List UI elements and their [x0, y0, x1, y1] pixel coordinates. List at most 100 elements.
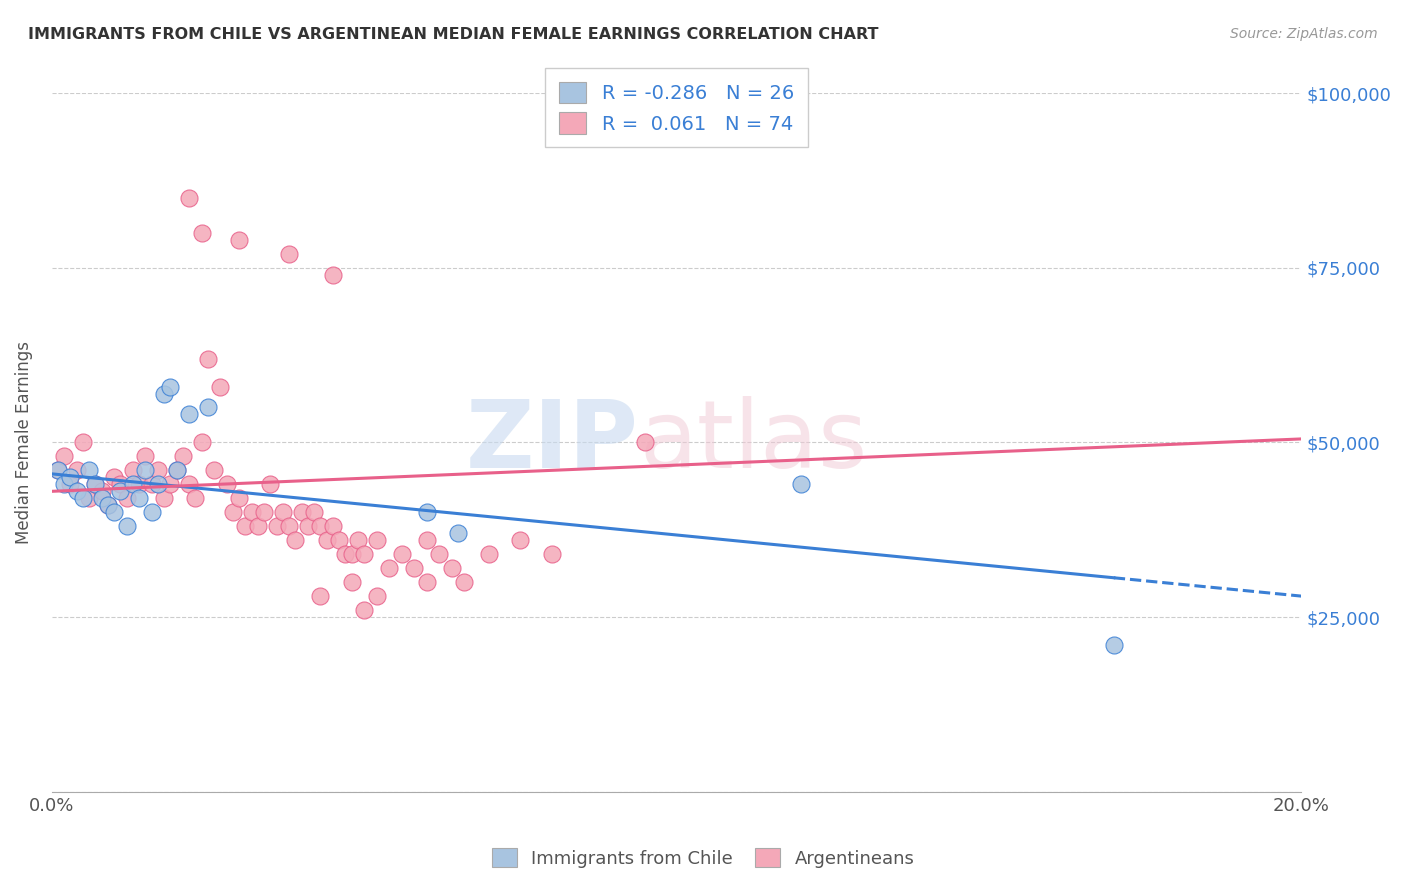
Text: atlas: atlas [638, 396, 868, 489]
Point [509, 533, 531, 548]
Point [53, 450, 76, 464]
Point [146, 477, 169, 491]
Point [197, 351, 219, 366]
Text: ZIP: ZIP [467, 396, 638, 489]
Point [134, 463, 156, 477]
Point [59, 477, 82, 491]
Point [66, 484, 89, 499]
Point [184, 491, 207, 506]
Point [440, 561, 463, 575]
Point [271, 505, 294, 519]
Point [179, 191, 201, 205]
Point [347, 533, 370, 548]
Point [159, 379, 181, 393]
Point [353, 603, 375, 617]
Point [259, 477, 281, 491]
Point [215, 477, 238, 491]
Point [103, 470, 125, 484]
Point [115, 519, 138, 533]
Point [146, 463, 169, 477]
Point [159, 477, 181, 491]
Point [453, 575, 475, 590]
Point [335, 547, 357, 561]
Point [228, 233, 250, 247]
Point [1102, 638, 1125, 652]
Point [122, 477, 145, 491]
Point [190, 226, 212, 240]
Text: Source: ZipAtlas.com: Source: ZipAtlas.com [1230, 27, 1378, 41]
Point [297, 519, 319, 533]
Point [302, 505, 325, 519]
Point [77, 463, 100, 477]
Point [77, 491, 100, 506]
Point [278, 247, 301, 261]
Point [427, 547, 450, 561]
Point [266, 519, 288, 533]
Point [478, 547, 501, 561]
Point [172, 450, 194, 464]
Point [122, 463, 145, 477]
Point [366, 533, 388, 548]
Point [240, 505, 263, 519]
Point [128, 477, 150, 491]
Point [97, 498, 120, 512]
Point [66, 463, 89, 477]
Point [366, 589, 388, 603]
Text: IMMIGRANTS FROM CHILE VS ARGENTINEAN MEDIAN FEMALE EARNINGS CORRELATION CHART: IMMIGRANTS FROM CHILE VS ARGENTINEAN MED… [28, 27, 879, 42]
Point [190, 435, 212, 450]
Point [72, 491, 94, 506]
Point [322, 519, 344, 533]
Point [46, 463, 69, 477]
Point [197, 401, 219, 415]
Point [59, 470, 82, 484]
Point [790, 477, 813, 491]
Point [153, 386, 176, 401]
Point [209, 379, 232, 393]
Point [53, 477, 76, 491]
Point [179, 408, 201, 422]
Point [46, 463, 69, 477]
Point [353, 547, 375, 561]
Point [415, 575, 437, 590]
Point [166, 463, 188, 477]
Point [103, 505, 125, 519]
Point [309, 589, 332, 603]
Point [291, 505, 314, 519]
Point [328, 533, 350, 548]
Legend: Immigrants from Chile, Argentineans: Immigrants from Chile, Argentineans [481, 837, 925, 879]
Point [141, 505, 163, 519]
Point [322, 268, 344, 282]
Point [447, 526, 470, 541]
Point [128, 491, 150, 506]
Point [202, 463, 225, 477]
Point [340, 547, 363, 561]
Point [72, 435, 94, 450]
Point [84, 477, 107, 491]
Point [246, 519, 269, 533]
Point [415, 533, 437, 548]
Point [415, 505, 437, 519]
Point [115, 491, 138, 506]
Point [84, 477, 107, 491]
Point [228, 491, 250, 506]
Point [179, 477, 201, 491]
Point [110, 484, 132, 499]
Legend: R = -0.286   N = 26, R =  0.061   N = 74: R = -0.286 N = 26, R = 0.061 N = 74 [546, 68, 807, 147]
Point [340, 575, 363, 590]
Point [97, 498, 120, 512]
Point [378, 561, 401, 575]
Point [222, 505, 245, 519]
Point [404, 561, 426, 575]
Point [309, 519, 332, 533]
Point [134, 450, 156, 464]
Point [391, 547, 413, 561]
Point [166, 463, 188, 477]
Point [634, 435, 657, 450]
Point [153, 491, 176, 506]
Point [90, 484, 112, 499]
Point [90, 491, 112, 506]
Point [141, 477, 163, 491]
Point [110, 477, 132, 491]
Point [253, 505, 276, 519]
Point [278, 519, 301, 533]
